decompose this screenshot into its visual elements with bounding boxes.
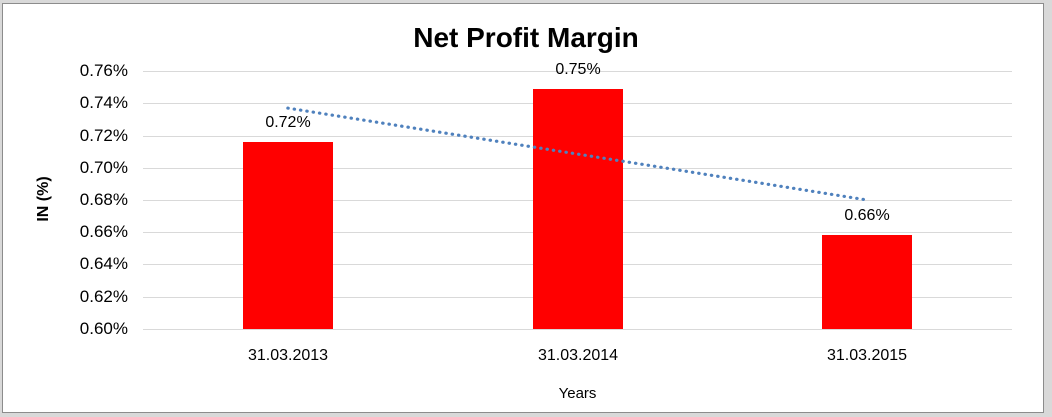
- y-tick-label: 0.74%: [79, 93, 128, 112]
- y-gridline: [143, 329, 1012, 330]
- bar-31.03.2014: [533, 89, 623, 329]
- y-tick-label: 0.70%: [79, 158, 128, 177]
- bar-value-label: 0.72%: [265, 114, 311, 131]
- y-tick-label: 0.68%: [79, 190, 128, 209]
- y-gridline: [143, 71, 1012, 72]
- y-tick-label: 0.76%: [79, 61, 128, 80]
- y-tick-label: 0.64%: [79, 254, 128, 273]
- y-tick-label: 0.62%: [79, 287, 128, 306]
- chart-title: Net Profit Margin: [413, 22, 639, 53]
- bar-value-label: 0.75%: [555, 61, 601, 78]
- y-tick-label: 0.72%: [79, 126, 128, 145]
- x-axis-label: 31.03.2013: [247, 347, 329, 364]
- y-tick-label: 0.60%: [79, 319, 128, 338]
- x-axis-title: Years: [558, 385, 597, 402]
- bar-31.03.2013: [243, 142, 333, 329]
- y-tick-label: 0.66%: [79, 222, 128, 241]
- bar-31.03.2015: [822, 235, 912, 329]
- x-axis-label: 31.03.2014: [537, 347, 619, 364]
- bar-value-label: 0.66%: [844, 207, 890, 224]
- x-axis-label: 31.03.2015: [826, 347, 908, 364]
